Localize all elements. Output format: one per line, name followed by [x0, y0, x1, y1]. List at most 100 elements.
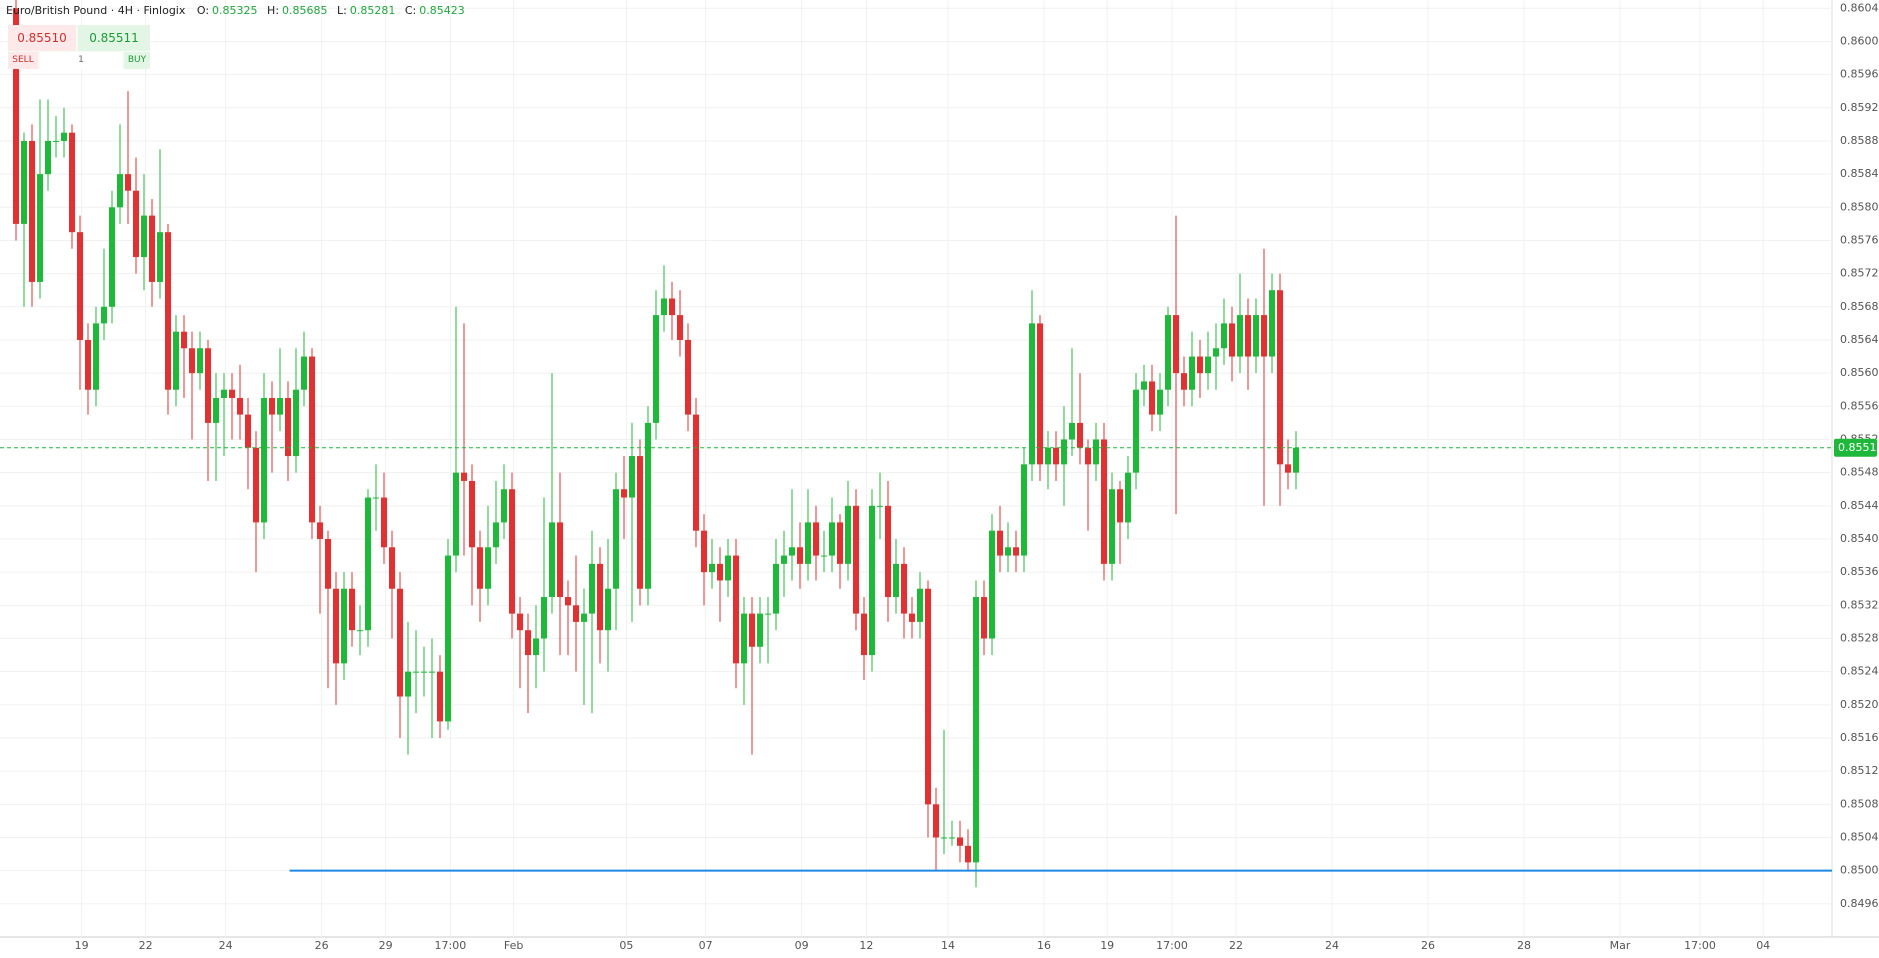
open-value: 0.85325 — [212, 4, 258, 17]
candle-body — [388, 547, 396, 589]
candle-body — [916, 588, 924, 622]
x-tick-label: 26 — [315, 939, 329, 952]
candle-body — [452, 472, 460, 556]
sell-price[interactable]: 0.85510 — [8, 25, 76, 51]
candle-body — [484, 547, 492, 589]
sell-button[interactable]: SELL — [8, 52, 38, 69]
candle-body — [100, 306, 108, 324]
candle-body — [172, 331, 180, 390]
candle-body — [1132, 389, 1140, 473]
candle-body — [76, 232, 84, 340]
candle-body — [1092, 439, 1100, 465]
x-tick-label: 12 — [859, 939, 873, 952]
candle-body — [924, 588, 932, 805]
buy-price[interactable]: 0.85511 — [78, 25, 150, 51]
candle-body — [428, 671, 436, 673]
candle-body — [892, 563, 900, 598]
candle-body — [708, 563, 716, 573]
candle-body — [820, 555, 828, 557]
candle-body — [1124, 472, 1132, 523]
candle-body — [572, 605, 580, 622]
x-tick-label: 05 — [619, 939, 633, 952]
candle-body — [940, 837, 948, 839]
quantity-input[interactable]: 1 — [40, 52, 122, 69]
x-tick-label: 24 — [219, 939, 233, 952]
candle-body — [1108, 489, 1116, 564]
x-tick-label: 22 — [139, 939, 153, 952]
candle-body — [500, 489, 508, 523]
candle-body — [724, 555, 732, 581]
candle-body — [332, 588, 340, 664]
candle-body — [156, 232, 164, 282]
candle-body — [316, 522, 324, 539]
candle-body — [220, 389, 228, 399]
candle-body — [1260, 315, 1268, 357]
candle-body — [684, 339, 692, 415]
candle-body — [292, 389, 300, 457]
candle-body — [1140, 381, 1148, 390]
candle-body — [324, 538, 332, 589]
candle-body — [404, 671, 412, 697]
o-label: O: — [196, 4, 210, 17]
candle-body — [628, 456, 636, 498]
ohlc-legend: Euro/British Pound · 4H · Finlogix O: 0.8… — [6, 4, 471, 17]
low-value: 0.85281 — [349, 4, 396, 17]
candle-body — [948, 837, 956, 839]
candle-body — [1244, 315, 1252, 357]
candle-body — [68, 132, 76, 233]
candle-body — [932, 804, 940, 838]
x-tick-label: 17:00 — [435, 939, 467, 952]
candle-body — [284, 398, 292, 457]
trade-widget: 0.85510 0.85511 SELL 1 BUY — [8, 25, 150, 69]
candle-body — [1004, 547, 1012, 556]
last-price-box — [1834, 438, 1877, 457]
candle-body — [36, 174, 44, 282]
x-tick-label: 22 — [1229, 939, 1243, 952]
candle-body — [92, 323, 100, 390]
candle-body — [788, 547, 796, 556]
candle-body — [732, 555, 740, 664]
candle-body — [876, 505, 884, 507]
candle-body — [1020, 464, 1028, 556]
close-value: 0.85423 — [419, 4, 465, 17]
buy-button[interactable]: BUY — [124, 52, 150, 69]
candle-body — [1180, 373, 1188, 390]
candle-body — [268, 398, 276, 415]
candle-body — [476, 547, 484, 589]
y-tick-label: 0.86040 — [1840, 1, 1879, 14]
candle-body — [652, 315, 660, 423]
candle-body — [900, 563, 908, 614]
x-tick-label: 04 — [1756, 939, 1770, 952]
candle-body — [524, 630, 532, 656]
candle-body — [1076, 422, 1084, 448]
candle-body — [340, 588, 348, 664]
candle-body — [1292, 447, 1300, 473]
x-tick-label: 16 — [1037, 939, 1051, 952]
candle-body — [124, 174, 132, 191]
candle-body — [612, 489, 620, 589]
candle-body — [828, 522, 836, 556]
candle-body — [492, 522, 500, 548]
candle-body — [1236, 315, 1244, 357]
candle-body — [548, 522, 556, 598]
candle-body — [1196, 356, 1204, 374]
candle-body — [44, 140, 52, 175]
x-tick-label: 14 — [941, 939, 955, 952]
x-tick-label: 07 — [699, 939, 713, 952]
candle-body — [372, 497, 380, 499]
x-tick-label: 17:00 — [1684, 939, 1716, 952]
candle-body — [964, 845, 972, 863]
candle-body — [796, 547, 804, 564]
